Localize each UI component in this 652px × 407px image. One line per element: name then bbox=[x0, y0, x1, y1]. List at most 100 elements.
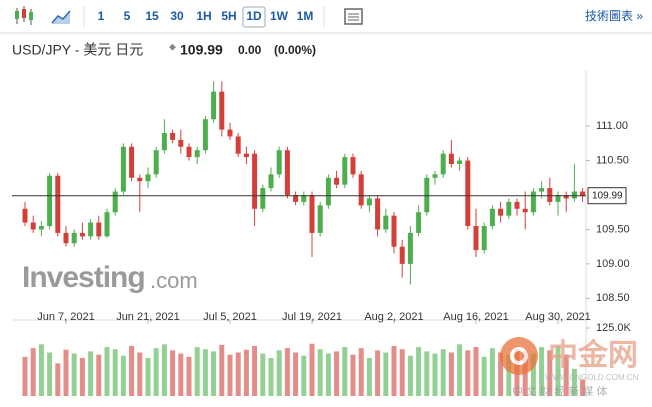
candle-body bbox=[440, 153, 446, 175]
diamond-icon: ◆ bbox=[169, 41, 176, 51]
volume-bar bbox=[325, 353, 331, 396]
volume-bar bbox=[252, 345, 258, 396]
interval-button[interactable]: 1M bbox=[297, 9, 314, 23]
volume-bar bbox=[276, 350, 282, 396]
interval-button[interactable]: 30 bbox=[170, 9, 184, 23]
candle-body bbox=[161, 133, 167, 151]
volume-bar bbox=[539, 347, 545, 396]
area-icon[interactable] bbox=[51, 10, 71, 24]
volume-bar bbox=[366, 357, 372, 396]
candle-body bbox=[325, 177, 331, 206]
candle-body bbox=[194, 150, 200, 158]
candle-body bbox=[301, 195, 307, 202]
candle-body bbox=[211, 91, 217, 120]
interval-button[interactable]: 1H bbox=[196, 9, 211, 23]
candle-body bbox=[539, 188, 545, 192]
volume-bar bbox=[301, 355, 307, 396]
interval-button[interactable]: 1 bbox=[98, 9, 105, 23]
candle-body bbox=[580, 191, 586, 196]
candle-body bbox=[22, 208, 28, 223]
site-slogan: 中 文 财 经 新 媒 体 bbox=[512, 384, 607, 398]
volume-bar bbox=[104, 347, 110, 396]
candle-body bbox=[457, 160, 463, 164]
x-tick-label: Aug 30, 2021 bbox=[525, 311, 590, 323]
volume-bar bbox=[530, 353, 536, 396]
candle-body bbox=[571, 191, 577, 199]
last-price-box bbox=[587, 187, 627, 205]
interval-button[interactable]: 1W bbox=[270, 9, 289, 23]
candle-body bbox=[112, 191, 118, 213]
candle-body bbox=[506, 201, 512, 216]
candle-icon[interactable] bbox=[15, 6, 33, 25]
volume-bar bbox=[391, 345, 397, 396]
candle-body bbox=[473, 226, 479, 251]
candle-body bbox=[358, 174, 364, 206]
volume-bar bbox=[170, 350, 176, 396]
active-interval-box bbox=[242, 6, 266, 28]
volume-bar bbox=[112, 349, 118, 396]
candle-body bbox=[498, 208, 504, 216]
volume-bar bbox=[235, 352, 241, 396]
volume-bar bbox=[243, 349, 249, 396]
volume-bar bbox=[416, 347, 422, 396]
candle-body bbox=[293, 195, 299, 202]
candle-body bbox=[399, 246, 405, 264]
volume-bar bbox=[202, 349, 208, 396]
toolbar bbox=[0, 0, 652, 33]
volume-bar bbox=[260, 353, 266, 396]
candle-body bbox=[153, 150, 159, 175]
volume-bar bbox=[153, 348, 159, 396]
volume-bar bbox=[293, 352, 299, 396]
candle-body bbox=[186, 146, 192, 158]
candle-body bbox=[243, 153, 249, 158]
candle-body bbox=[30, 222, 36, 230]
candle-body bbox=[514, 201, 520, 209]
volume-bar bbox=[88, 351, 94, 396]
interval-button[interactable]: 5H bbox=[221, 9, 236, 23]
candle-body bbox=[563, 195, 569, 199]
y-tick-label: 109.00 bbox=[596, 258, 630, 270]
candle-body bbox=[268, 174, 274, 189]
x-tick-label: Jun 7, 2021 bbox=[37, 311, 95, 323]
candle-body bbox=[79, 232, 85, 237]
candle-body bbox=[276, 150, 282, 175]
volume-bar bbox=[63, 349, 69, 396]
volume-bar bbox=[284, 348, 290, 396]
settings-icon[interactable] bbox=[344, 8, 363, 25]
candle-body bbox=[284, 150, 290, 195]
candle-body bbox=[432, 174, 438, 178]
site-watermark: 中金网 WWW.CNGOLD.COM.CN 中 文 财 经 新 媒 体 bbox=[500, 337, 639, 398]
tech-chart-link[interactable]: 技術圖表 » bbox=[585, 9, 643, 23]
candle-body bbox=[547, 188, 553, 202]
volume-bar bbox=[137, 352, 143, 396]
interval-button[interactable]: 1D bbox=[246, 9, 262, 23]
volume-bar bbox=[547, 350, 553, 396]
volume-bar bbox=[186, 356, 192, 396]
candle-body bbox=[309, 195, 315, 233]
volume-bar bbox=[317, 349, 323, 396]
candle-body bbox=[375, 198, 381, 230]
x-tick-label: Aug 16, 2021 bbox=[443, 311, 508, 323]
volume-bar bbox=[30, 348, 36, 396]
volume-bar bbox=[432, 353, 438, 396]
interval-button[interactable]: 5 bbox=[124, 9, 131, 23]
interval-button[interactable]: 15 bbox=[145, 9, 159, 23]
candle-body bbox=[391, 215, 397, 247]
x-tick-label: Jul 5, 2021 bbox=[203, 311, 257, 323]
candle-body bbox=[104, 212, 110, 237]
volume-bar bbox=[194, 347, 200, 396]
volume-bar bbox=[457, 344, 463, 396]
volume-bar bbox=[555, 345, 561, 396]
candle-body bbox=[88, 222, 94, 237]
site-name: 中金网 bbox=[548, 338, 638, 372]
candle-body bbox=[342, 157, 348, 185]
candle-body bbox=[252, 153, 258, 209]
volume-bar bbox=[350, 354, 356, 396]
volume-bar bbox=[120, 355, 126, 396]
watermark-domain: .com bbox=[150, 268, 198, 293]
volume-bar bbox=[399, 349, 405, 396]
last-price: 109.99 bbox=[180, 42, 223, 58]
candle-body bbox=[137, 177, 143, 182]
candle-body bbox=[96, 222, 102, 237]
last-price-label: 109.99 bbox=[592, 190, 623, 201]
